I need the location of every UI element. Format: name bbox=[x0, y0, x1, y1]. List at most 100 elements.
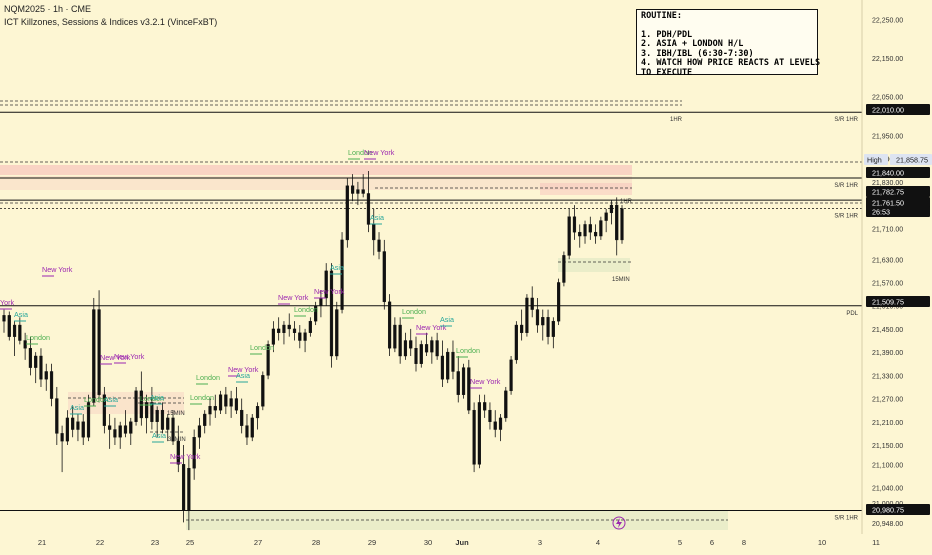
time-tick-label: 30 bbox=[424, 538, 432, 547]
candle-body bbox=[218, 394, 223, 411]
candle-body bbox=[118, 425, 122, 438]
candle-body bbox=[229, 398, 233, 407]
candle-body bbox=[292, 328, 297, 333]
session-label-london: London bbox=[26, 333, 50, 342]
candle-body bbox=[245, 425, 249, 438]
candle-body bbox=[277, 328, 281, 333]
session-zone bbox=[68, 392, 184, 414]
price-badge-label: 21,761.50 bbox=[872, 199, 904, 208]
price-tick-label: 21,210.00 bbox=[872, 420, 903, 427]
candle-body bbox=[520, 324, 524, 333]
candle-body bbox=[467, 367, 471, 411]
candle-body bbox=[155, 409, 159, 422]
candle-body bbox=[303, 332, 307, 341]
price-tick-label: 21,390.00 bbox=[872, 350, 903, 357]
candle-body bbox=[461, 367, 466, 395]
price-badge bbox=[890, 154, 932, 165]
time-tick-label: 27 bbox=[254, 538, 262, 547]
candle-body bbox=[134, 390, 138, 422]
zone-layer bbox=[0, 165, 728, 530]
price-badge-label: 21,509.75 bbox=[872, 298, 904, 307]
line-annotation: 15MIN bbox=[167, 411, 185, 417]
candle-body bbox=[81, 421, 85, 438]
time-tick-label: 5 bbox=[678, 538, 682, 547]
session-zone bbox=[0, 165, 632, 175]
session-label-new-york: York bbox=[0, 298, 15, 307]
session-label-london: London bbox=[250, 343, 274, 352]
candle-body bbox=[18, 324, 22, 341]
candle-body bbox=[150, 402, 154, 422]
candle-body bbox=[324, 270, 328, 299]
candle-body bbox=[282, 324, 286, 333]
candle-body bbox=[446, 351, 450, 380]
candle-body bbox=[340, 239, 344, 310]
candle-body bbox=[261, 375, 265, 407]
session-label-london: London bbox=[348, 148, 372, 157]
candle-body bbox=[424, 344, 429, 353]
session-label-asia: Asia bbox=[152, 431, 166, 440]
candle-body bbox=[509, 359, 513, 392]
candle-body bbox=[192, 437, 196, 469]
price-badge bbox=[866, 206, 930, 217]
routine-item: 4. WATCH HOW PRICE REACTS AT LEVELS bbox=[641, 58, 821, 68]
session-label-asia: Asia bbox=[440, 315, 454, 324]
level-label: S/R 1HR bbox=[834, 213, 858, 219]
candle-body bbox=[398, 324, 402, 357]
time-axis[interactable]: 21 22 23 25 27 28 29 30 Jun 3 4 5 6 8 10 11 bbox=[38, 538, 880, 547]
session-label-new-york: New York bbox=[470, 377, 501, 386]
candle-body bbox=[44, 371, 48, 380]
candle-body bbox=[234, 398, 239, 411]
candle-body bbox=[409, 340, 413, 349]
candle-body bbox=[530, 297, 534, 310]
candle-body bbox=[366, 193, 371, 225]
price-badge-label: 21,840.00 bbox=[872, 169, 904, 178]
candle-body bbox=[588, 224, 592, 233]
level-label: PDL bbox=[846, 311, 858, 317]
candle-body bbox=[102, 394, 106, 426]
line-annotation: 30MIN bbox=[168, 437, 186, 443]
price-badge bbox=[866, 167, 930, 178]
session-label-london: London bbox=[190, 393, 214, 402]
candle-body bbox=[250, 417, 254, 438]
candle-body bbox=[171, 417, 175, 442]
candle-body bbox=[435, 340, 439, 357]
candle-body bbox=[351, 185, 355, 194]
price-tick-label: 21,270.00 bbox=[872, 397, 903, 404]
candle-body bbox=[535, 309, 540, 326]
price-badge-label: 21,858.75 bbox=[896, 156, 928, 165]
candle-body bbox=[472, 409, 476, 465]
session-label-new-york: New York bbox=[364, 148, 395, 157]
candle-body bbox=[28, 348, 33, 368]
session-label-new-york: New York bbox=[278, 293, 309, 302]
candle-body bbox=[60, 433, 64, 442]
candle-body bbox=[599, 220, 603, 237]
price-tick-label: 21,950.00 bbox=[872, 133, 903, 140]
candle-body bbox=[609, 204, 614, 214]
price-tick-label: 21,570.00 bbox=[872, 280, 903, 287]
price-badge-label: 26:53 bbox=[872, 208, 890, 217]
candle-body bbox=[377, 239, 381, 252]
price-axis[interactable]: 22,250.00 22,150.00 22,050.00 21,950.00 21,8… bbox=[861, 0, 903, 534]
candle-body bbox=[345, 185, 349, 241]
candle-body bbox=[208, 406, 212, 415]
lightning-icon[interactable] bbox=[612, 516, 626, 530]
time-tick-label: Jun bbox=[455, 538, 469, 547]
level-label: S/R 1HR bbox=[834, 183, 858, 189]
routine-item: 2. ASIA + LONDON H/L bbox=[641, 39, 744, 49]
candle-body bbox=[329, 270, 334, 357]
candle-body bbox=[181, 464, 186, 511]
time-tick-label: 4 bbox=[596, 538, 600, 547]
candle-body bbox=[287, 324, 291, 330]
candle-body bbox=[240, 409, 244, 426]
session-label-new-york: New York bbox=[416, 323, 447, 332]
candle-body bbox=[108, 425, 112, 430]
session-label-new-york: New York bbox=[42, 265, 73, 274]
candle-layer bbox=[2, 171, 624, 531]
price-tick-label: 22,050.00 bbox=[872, 95, 903, 102]
candle-body bbox=[34, 355, 38, 368]
price-badge bbox=[864, 154, 888, 165]
session-label-asia: Asia bbox=[330, 263, 344, 272]
